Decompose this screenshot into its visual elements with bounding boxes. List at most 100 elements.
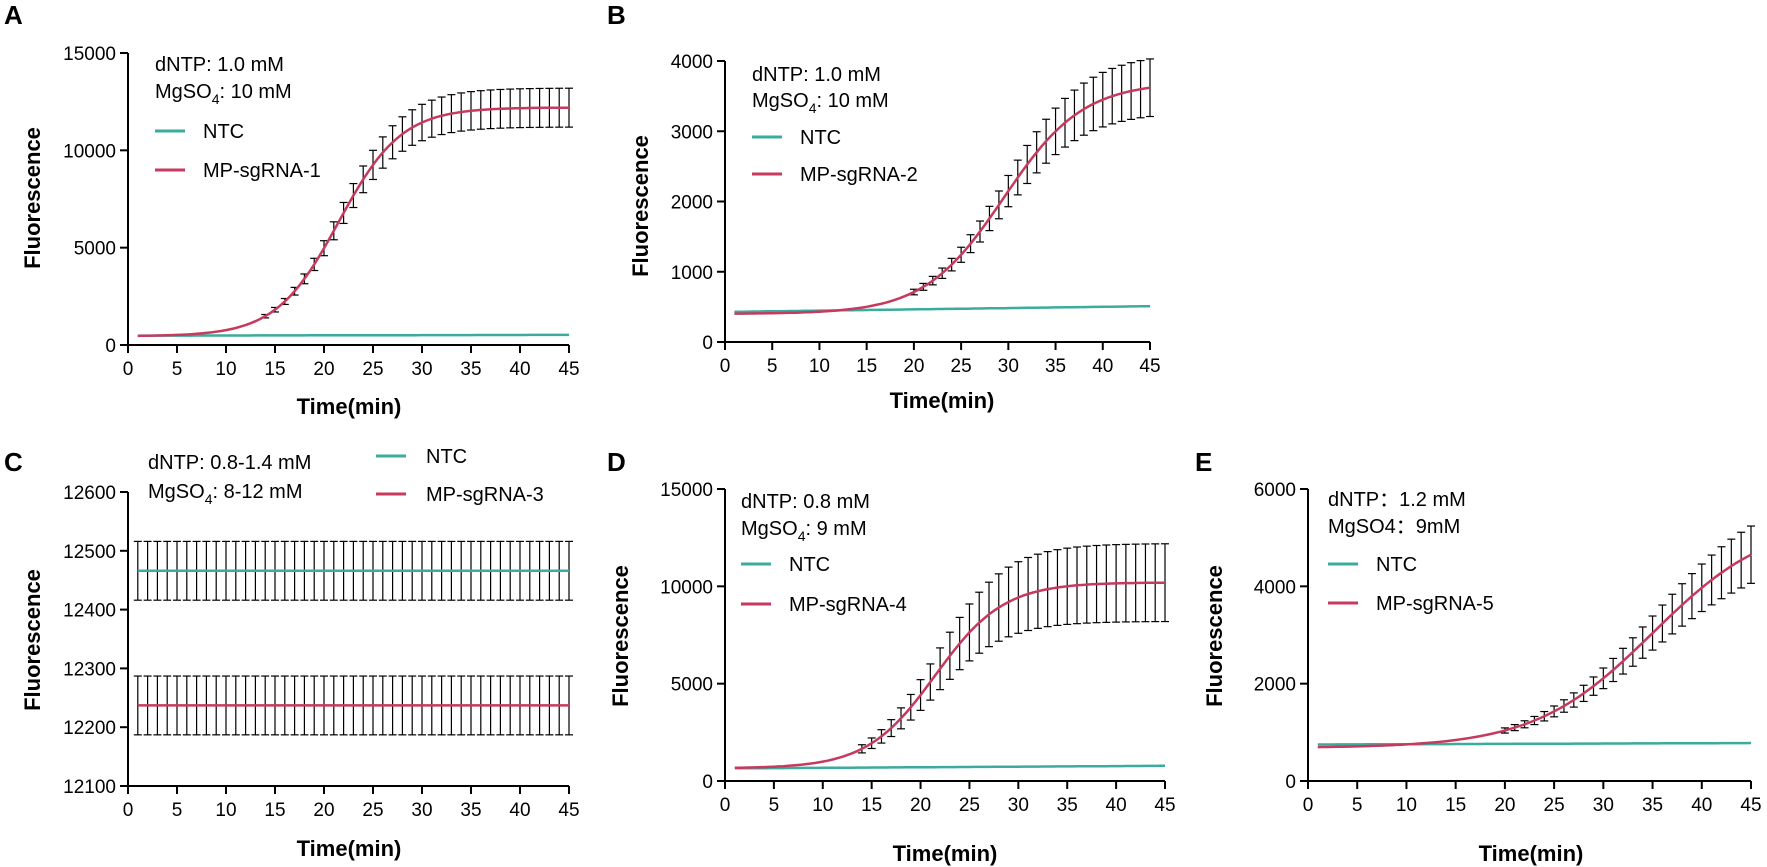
- x-tick-label: 20: [1494, 795, 1515, 816]
- x-tick-label: 0: [1303, 795, 1314, 816]
- x-axis-title: Time(min): [297, 836, 402, 861]
- annotation-dntp: dNTP: 0.8-1.4 mM: [148, 452, 311, 474]
- x-axis-title: Time(min): [297, 394, 402, 419]
- x-tick-label: 20: [313, 359, 334, 380]
- x-tick-label: 5: [172, 800, 183, 821]
- y-tick-label: 12300: [63, 659, 116, 680]
- legend-label-sample: MP-sgRNA-1: [203, 160, 321, 182]
- x-tick-label: 35: [460, 359, 481, 380]
- y-tick-label: 4000: [1254, 577, 1296, 598]
- y-tick-label: 0: [1285, 772, 1296, 793]
- x-tick-label: 30: [1593, 795, 1614, 816]
- x-tick-label: 30: [411, 359, 432, 380]
- x-tick-label: 15: [861, 795, 882, 816]
- y-tick-label: 12600: [63, 483, 116, 504]
- x-tick-label: 15: [1445, 795, 1466, 816]
- annotation-mgso4: MgSO4: 8-12 mM: [148, 481, 303, 507]
- x-tick-label: 25: [959, 795, 980, 816]
- series-line-sample: [734, 581, 1165, 770]
- panel-letter: C: [4, 447, 23, 477]
- y-tick-label: 0: [105, 336, 116, 357]
- x-tick-label: 0: [123, 359, 134, 380]
- series-line-ntc: [1317, 741, 1752, 746]
- panel-letter: A: [4, 0, 23, 30]
- annotation-dntp: dNTP: 1.0 mM: [155, 54, 284, 76]
- x-tick-label: 25: [362, 800, 383, 821]
- x-tick-label: 30: [998, 356, 1019, 377]
- x-tick-label: 40: [509, 359, 530, 380]
- panel-letter: E: [1195, 447, 1212, 477]
- plot-area: 0 5 10 15 20 25 30 35 40 45 0 5000 10000 15000: [63, 44, 579, 380]
- x-tick-label: 30: [1008, 795, 1029, 816]
- panel-letter: B: [607, 0, 626, 30]
- x-tick-label: 20: [313, 800, 334, 821]
- plot-area: 0 5 10 15 20 25 30 35 40 45 0 5000 10000 15000: [660, 480, 1175, 816]
- x-tick-label: 35: [1045, 356, 1066, 377]
- x-tick-label: 15: [264, 800, 285, 821]
- legend-label-ntc: NTC: [426, 446, 467, 468]
- panel-d: D dNTP: 0.8 mM MgSO4: 9 mM NTC MP-sgRNA-…: [607, 447, 1176, 866]
- x-tick-label: 45: [558, 800, 579, 821]
- x-tick-label: 0: [720, 356, 731, 377]
- x-tick-label: 5: [767, 356, 778, 377]
- legend-label-ntc: NTC: [789, 554, 830, 576]
- x-tick-label: 20: [910, 795, 931, 816]
- x-axis-title: Time(min): [890, 388, 995, 413]
- series-line-sample: [137, 106, 569, 338]
- legend-label-ntc: NTC: [1376, 554, 1417, 576]
- series-line-ntc: [137, 333, 569, 337]
- x-tick-label: 40: [1092, 356, 1113, 377]
- y-tick-label: 5000: [671, 675, 713, 696]
- x-tick-label: 10: [809, 356, 830, 377]
- x-tick-label: 40: [1691, 795, 1712, 816]
- y-axis-title: Fluorescence: [20, 569, 45, 711]
- x-tick-label: 15: [264, 359, 285, 380]
- panel-a: A dNTP: 1.0 mM MgSO4: 10 mM NTC MP-sgRNA…: [4, 0, 580, 419]
- x-tick-label: 5: [769, 795, 780, 816]
- plot-area: 0 5 10 15 20 25 30 35 40 45 0 2000 4000 6000: [1254, 480, 1762, 816]
- x-tick-label: 10: [215, 359, 236, 380]
- x-tick-label: 5: [172, 359, 183, 380]
- plot-area: 0 5 10 15 20 25 30 35 40 45 0 1000 2000 3000 4000: [671, 52, 1161, 377]
- panel-e: E dNTP：1.2 mM MgSO4：9mM NTC MP-sgRNA-5 T…: [1195, 447, 1762, 866]
- series-line-ntc: [734, 304, 1150, 314]
- error-bar: [1747, 525, 1755, 584]
- y-tick-label: 2000: [671, 193, 713, 214]
- annotation-mgso4: MgSO4：9mM: [1328, 516, 1460, 538]
- x-tick-label: 20: [903, 356, 924, 377]
- y-tick-label: 15000: [63, 44, 116, 65]
- y-tick-label: 4000: [671, 52, 713, 73]
- x-tick-label: 25: [951, 356, 972, 377]
- y-tick-label: 12400: [63, 601, 116, 622]
- panel-letter: D: [607, 447, 626, 477]
- series-line-sample: [734, 86, 1151, 315]
- x-tick-label: 25: [1544, 795, 1565, 816]
- x-tick-label: 10: [215, 800, 236, 821]
- annotation-mgso4: MgSO4: 9 mM: [741, 518, 867, 544]
- x-tick-label: 15: [856, 356, 877, 377]
- legend-label-sample: MP-sgRNA-5: [1376, 593, 1494, 615]
- x-axis-title: Time(min): [893, 841, 998, 866]
- legend-label-ntc: NTC: [800, 127, 841, 149]
- annotation-mgso4: MgSO4: 10 mM: [155, 81, 292, 107]
- panel-c: C dNTP: 0.8-1.4 mM MgSO4: 8-12 mM NTC MP…: [4, 446, 580, 861]
- x-tick-label: 45: [558, 359, 579, 380]
- series-line-sample: [1317, 553, 1752, 749]
- x-tick-label: 40: [1106, 795, 1127, 816]
- x-tick-label: 45: [1740, 795, 1761, 816]
- y-axis-title: Fluorescence: [628, 135, 653, 277]
- y-tick-label: 10000: [660, 577, 713, 598]
- y-tick-label: 0: [702, 772, 713, 793]
- y-axis-title: Fluorescence: [608, 565, 633, 707]
- x-tick-label: 35: [460, 800, 481, 821]
- legend-label-sample: MP-sgRNA-4: [789, 594, 907, 616]
- annotation-mgso4: MgSO4: 10 mM: [752, 90, 889, 116]
- annotation-dntp: dNTP：1.2 mM: [1328, 489, 1466, 511]
- annotation-dntp: dNTP: 1.0 mM: [752, 64, 881, 86]
- x-tick-label: 35: [1642, 795, 1663, 816]
- legend-label-sample: MP-sgRNA-3: [426, 484, 544, 506]
- annotation-dntp: dNTP: 0.8 mM: [741, 491, 870, 513]
- y-tick-label: 12100: [63, 777, 116, 798]
- y-tick-label: 0: [702, 333, 713, 354]
